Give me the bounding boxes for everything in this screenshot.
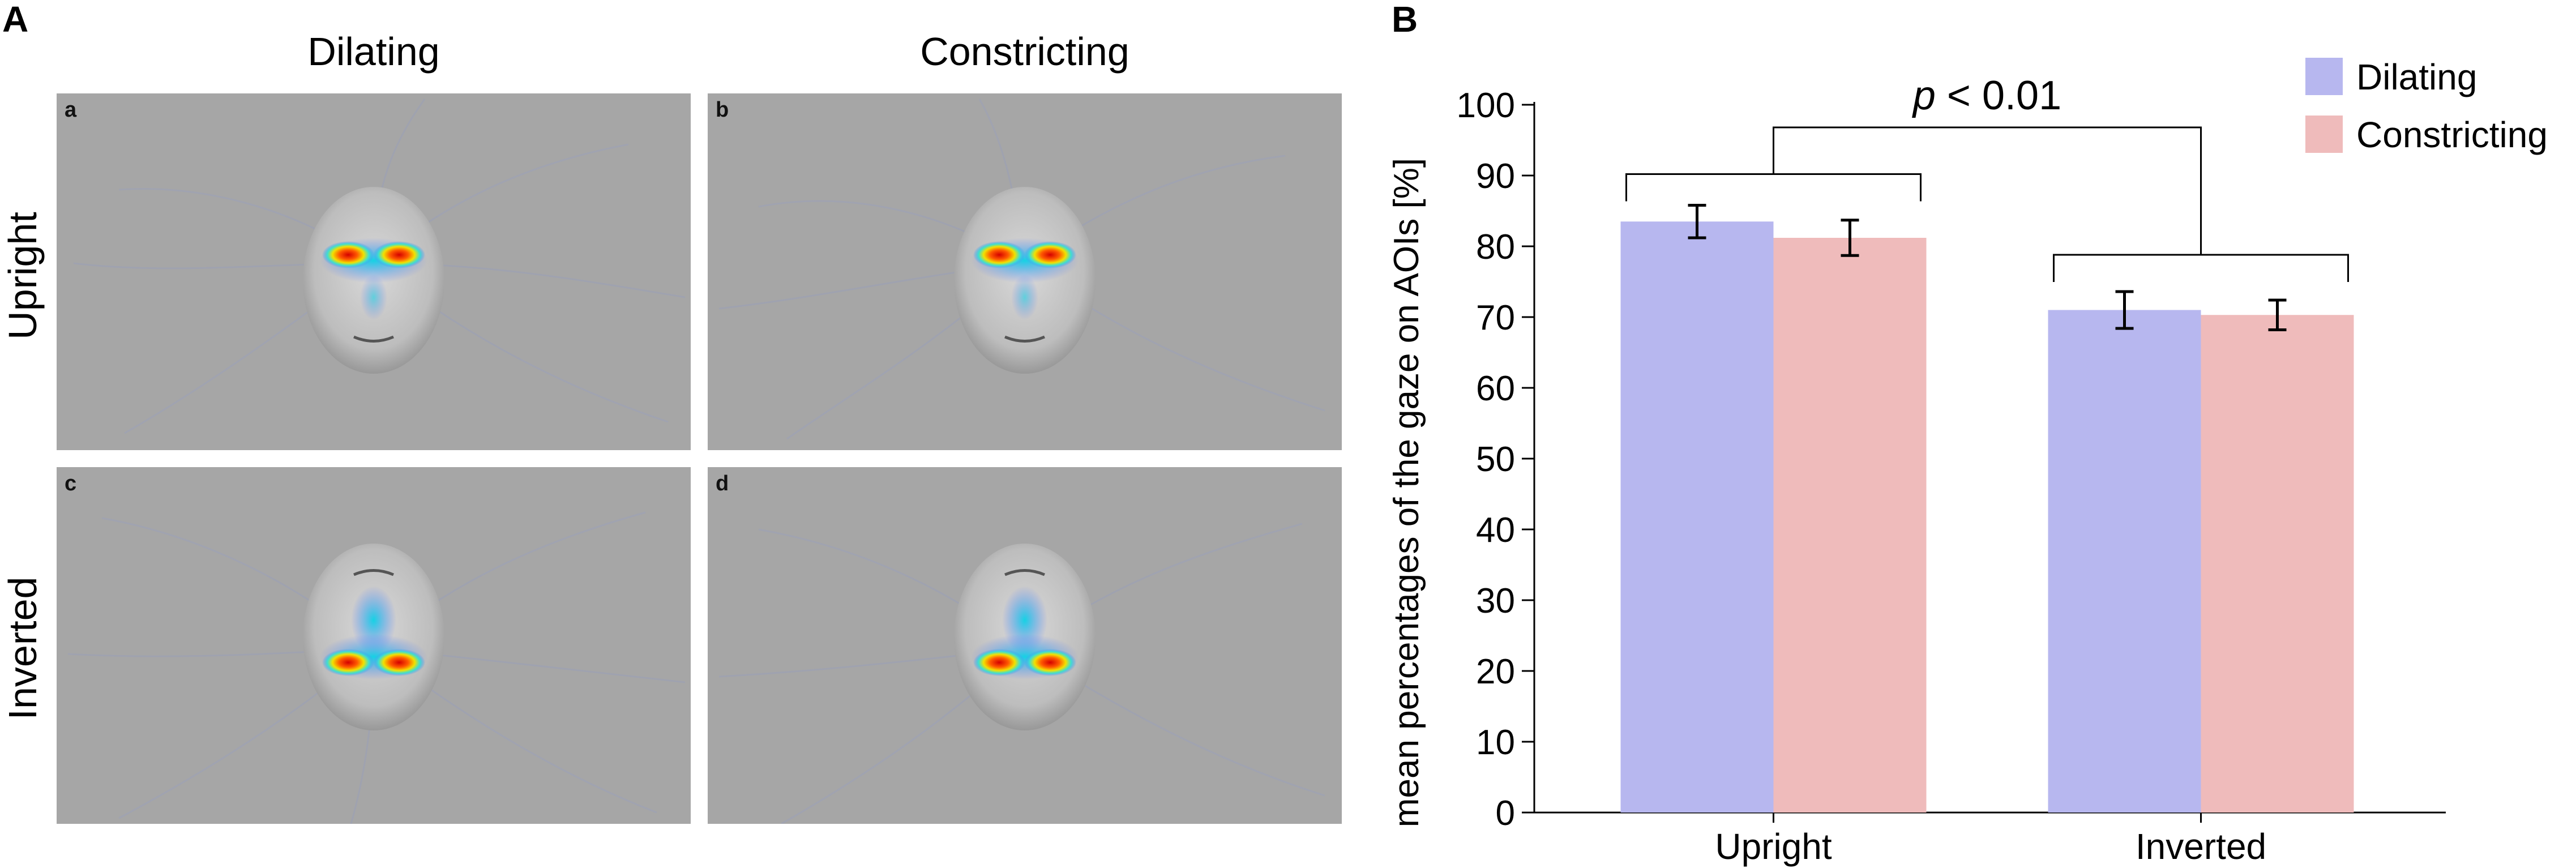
- legend-swatch-dilating: [2305, 58, 2343, 95]
- heatmap-tile-constricting-upright: b: [708, 93, 1342, 450]
- heatmap-tile-dilating-upright: a: [57, 93, 691, 450]
- group-bracket-inverted: [2053, 254, 2349, 282]
- column-label-constricting: Constricting: [920, 29, 1129, 74]
- bar-dilating-inverted: [2048, 310, 2201, 813]
- y-tick-label: 30: [1476, 581, 1515, 621]
- tile-letter: a: [65, 98, 77, 122]
- group-bracket-upright: [1625, 173, 1922, 202]
- gaze-heatmap-image: [67, 511, 686, 824]
- bar-constricting-upright: [1773, 238, 1927, 813]
- y-tick-label: 10: [1476, 723, 1515, 762]
- bar-constricting-inverted: [2201, 315, 2354, 813]
- gaze-heatmap-image: [718, 99, 1325, 440]
- panel-a-letter: A: [2, 0, 29, 40]
- x-tick-label: Upright: [1715, 826, 1832, 867]
- y-tick-label: 20: [1476, 652, 1515, 691]
- y-tick-label: 50: [1476, 440, 1515, 479]
- legend-swatch-constricting: [2305, 116, 2343, 153]
- legend-label-constricting: Constricting: [2356, 114, 2548, 155]
- panel-b-letter: B: [1392, 0, 1418, 40]
- column-label-dilating: Dilating: [307, 29, 440, 74]
- bar-chart: 0 10 20 30 40 50 60 70 80 90 100 mean percentages o…: [1381, 0, 2576, 868]
- tile-letter: c: [65, 472, 77, 495]
- y-tick-label: 80: [1476, 228, 1515, 267]
- heatmap-tile-dilating-inverted: c: [57, 467, 691, 824]
- p-value-text: < 0.01: [1936, 73, 2061, 118]
- bar-chart-svg: 0 10 20 30 40 50 60 70 80 90 100 mean percentages o…: [1387, 57, 2548, 867]
- legend-label-dilating: Dilating: [2356, 57, 2477, 97]
- p-value-italic: p: [1912, 73, 1936, 118]
- p-value-annotation: p < 0.01: [1912, 73, 2061, 118]
- significance-bracket: [1773, 126, 2202, 255]
- y-tick-label: 90: [1476, 157, 1515, 196]
- heatmap-tile-constricting-inverted: d: [708, 467, 1342, 824]
- gaze-heatmap-image: [718, 523, 1325, 824]
- row-label-upright: Upright: [1, 212, 45, 340]
- gaze-heatmap-image: [73, 99, 686, 434]
- y-tick-label: 60: [1476, 369, 1515, 408]
- bar-dilating-upright: [1620, 221, 1774, 813]
- tile-letter: b: [716, 98, 729, 122]
- x-tick-label: Inverted: [2136, 826, 2266, 867]
- y-tick-label: 0: [1496, 794, 1515, 833]
- tile-letter: d: [716, 472, 729, 495]
- y-axis-label: mean percentages of the gaze on AOIs [%]: [1387, 158, 1426, 827]
- row-label-inverted: Inverted: [1, 576, 45, 720]
- y-tick-label: 70: [1476, 298, 1515, 337]
- y-tick-label: 100: [1457, 86, 1515, 125]
- y-tick-label: 40: [1476, 511, 1515, 550]
